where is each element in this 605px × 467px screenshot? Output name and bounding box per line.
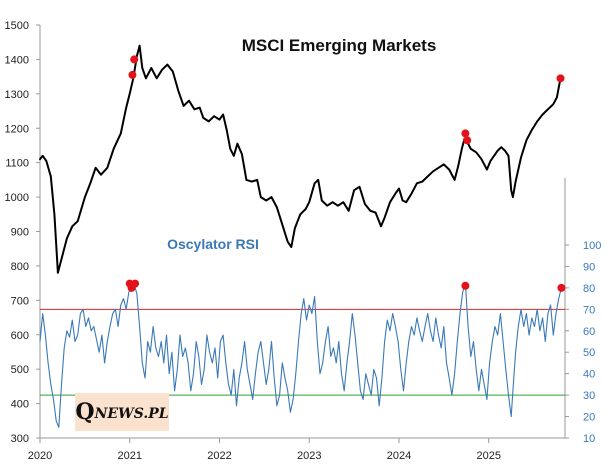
y-left-tick-label: 800 [11, 261, 29, 273]
y-left-tick-label: 1200 [5, 123, 29, 135]
y-left-tick-label: 900 [11, 227, 29, 239]
rsi-series-layer [39, 283, 562, 428]
y-left-tick-label: 1100 [5, 158, 29, 170]
y-right-tick-label: 100 [583, 240, 601, 252]
price-signal-marker [463, 136, 472, 145]
chart-title: MSCI Emerging Markets [242, 36, 437, 55]
price-series-layer [39, 44, 562, 274]
price-signal-marker [556, 74, 565, 83]
logo-initial: Q [75, 399, 95, 425]
y-right-tick-label: 60 [583, 326, 595, 338]
y-right-tick-label: 50 [583, 347, 595, 359]
x-tick-label: 2024 [387, 450, 411, 462]
y-left-tick-label: 1000 [5, 192, 29, 204]
y-right-tick-label: 80 [583, 283, 595, 295]
x-tick-label: 2023 [297, 450, 321, 462]
y-right-tick-label: 10 [583, 433, 595, 445]
price-signal-marker [130, 55, 139, 64]
rsi-signal-marker [461, 281, 470, 290]
price-line [39, 44, 562, 274]
markers-layer [125, 55, 566, 292]
x-tick-label: 2022 [207, 450, 231, 462]
y-right-tick-label: 40 [583, 369, 595, 381]
y-left-tick-label: 1300 [5, 89, 29, 101]
price-signal-marker [128, 70, 137, 79]
rsi-line [39, 283, 562, 428]
y-left-tick-label: 500 [11, 364, 29, 376]
y-right-tick-label: 90 [583, 261, 595, 273]
x-tick-label: 2021 [118, 450, 142, 462]
qnews-logo: Q NEWS.PL [75, 393, 169, 431]
y-right-tick-label: 20 [583, 412, 595, 424]
y-left-tick-label: 1400 [5, 54, 29, 66]
x-tick-label: 2025 [476, 450, 500, 462]
axes-layer: 300 400 500 600 700 800 900 1000 1100 1200 1300 140… [5, 20, 602, 462]
y-left-tick-label: 400 [11, 399, 29, 411]
rsi-signal-marker [131, 279, 140, 288]
y-left-tick-label: 600 [11, 330, 29, 342]
y-left-tick-label: 700 [11, 295, 29, 307]
y-right-tick-label: 70 [583, 304, 595, 316]
logo-text: NEWS.PL [94, 406, 169, 422]
rsi-signal-marker [557, 283, 566, 292]
x-tick-label: 2020 [28, 450, 52, 462]
price-signal-marker [461, 129, 470, 138]
y-left-tick-label: 300 [11, 433, 29, 445]
rsi-annotation: Oscylator RSI [167, 236, 259, 252]
y-right-tick-label: 30 [583, 390, 595, 402]
y-left-tick-label: 1500 [5, 20, 29, 32]
